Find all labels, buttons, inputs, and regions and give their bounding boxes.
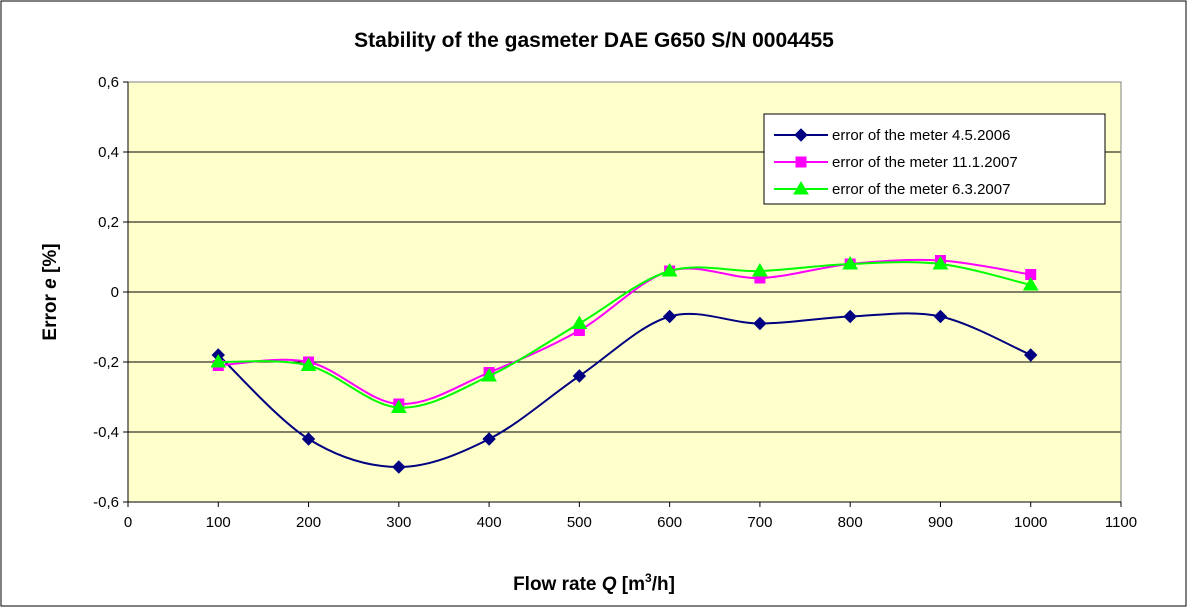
x-tick-label-9: 900 [928, 514, 953, 531]
x-tick-label-0: 0 [124, 514, 132, 531]
y-axis-title: Error e [%] [40, 243, 61, 340]
x-tick-label-10: 1000 [1014, 514, 1047, 531]
x-tick-label-5: 500 [567, 514, 592, 531]
x-tick-label-2: 200 [296, 514, 321, 531]
legend-label-2: error of the meter 6.3.2007 [832, 181, 1010, 198]
chart-title: Stability of the gasmeter DAE G650 S/N 0… [354, 29, 834, 52]
y-tick-label-1: -0,4 [93, 424, 119, 441]
series-2-point-0 [210, 354, 227, 368]
x-tick-label-3: 300 [386, 514, 411, 531]
y-tick-label-5: 0,4 [98, 144, 119, 161]
series-2-point-6 [752, 263, 768, 277]
series-2-point-1 [300, 357, 317, 371]
legend-label-0: error of the meter 4.5.2006 [832, 127, 1010, 144]
x-axis-title-prefix: Flow rate [513, 574, 602, 595]
legend-marker-0 [794, 128, 808, 142]
legend-label-1: error of the meter 11.1.2007 [832, 154, 1018, 171]
series-0-point-9 [1024, 348, 1038, 362]
y-tick-label-2: -0,2 [93, 354, 119, 371]
series-2-point-2 [390, 399, 407, 413]
y-axis-title-suffix: [%] [40, 243, 61, 278]
plot-area: -0,6 -0,4 -0,2 0 0,2 0,4 0,6 0 100 200 300 400 500 60… [93, 74, 1137, 531]
series-0-point-7 [843, 309, 857, 324]
x-tick-label-4: 400 [477, 514, 502, 531]
series-0-point-6 [753, 316, 767, 331]
series-0-point-8 [933, 309, 948, 324]
y-tick-label-4: 0,2 [98, 214, 119, 231]
series-line-2 [218, 261, 1031, 409]
series-2-point-7 [842, 256, 859, 270]
series-2-point-9 [1022, 277, 1039, 291]
x-tick-label-11: 1100 [1105, 514, 1137, 531]
y-tick-label-3: 0 [111, 284, 119, 301]
series-0-point-4 [572, 369, 587, 383]
series-line-1 [218, 258, 1031, 406]
x-tick-label-6: 600 [657, 514, 682, 531]
y-axis-title-variable: e [40, 278, 61, 289]
y-tick-label-0: -0,6 [93, 494, 119, 511]
series-0-point-5 [662, 309, 677, 324]
x-axis-title: Flow rate Q [m3/h] [513, 571, 675, 595]
series-2-point-4 [571, 315, 588, 329]
series-0-point-2 [392, 460, 406, 474]
legend-marker-1 [795, 156, 807, 168]
x-tick-label-8: 800 [838, 514, 863, 531]
x-axis-title-variable: Q [602, 574, 617, 595]
series-0-point-1 [301, 432, 316, 446]
series-2-point-5 [661, 263, 678, 277]
x-axis-title-unit: [m [617, 574, 646, 595]
x-tick-label-7: 700 [747, 514, 772, 531]
series-2-point-8 [932, 256, 949, 270]
series-0-point-3 [482, 432, 496, 446]
x-tick-label-1: 100 [206, 514, 231, 531]
legend-marker-2 [793, 181, 809, 195]
x-axis-title-suffix: /h] [652, 574, 675, 595]
y-tick-label-6: 0,6 [98, 74, 119, 91]
series-2-point-3 [481, 368, 497, 382]
y-axis-title-prefix: Error [40, 289, 61, 341]
x-axis-title-superscript: 3 [645, 571, 652, 585]
series-line-0 [217, 312, 1032, 469]
